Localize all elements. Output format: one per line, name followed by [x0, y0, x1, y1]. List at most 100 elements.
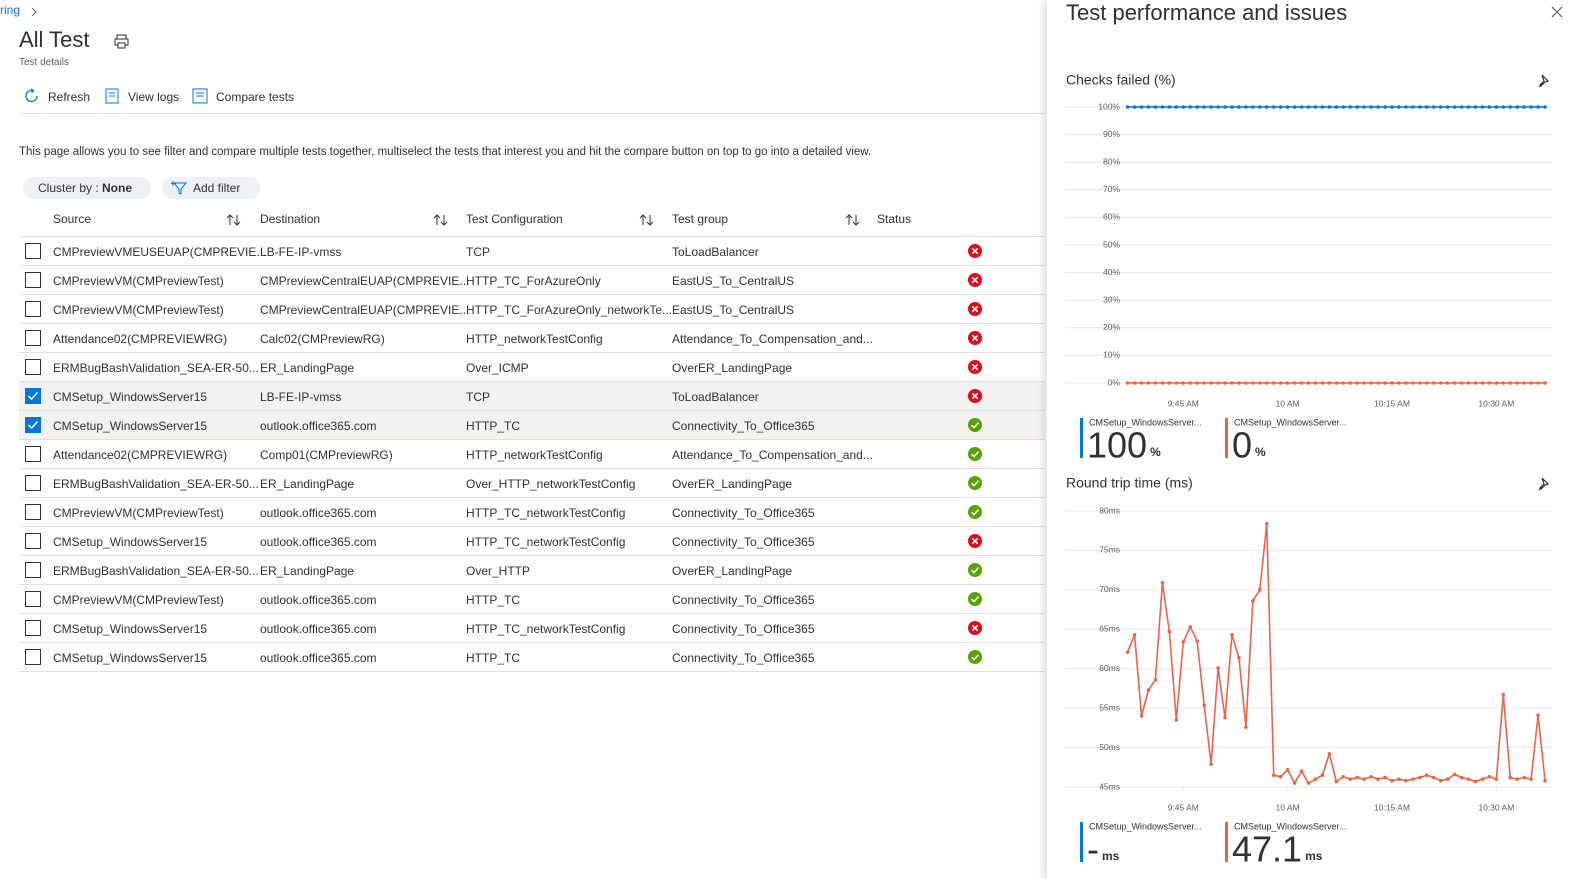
cluster-value[interactable]: None [102, 181, 132, 195]
data-point [1445, 777, 1450, 781]
table-cell: ToLoadBalancer [672, 245, 759, 259]
data-point [1508, 775, 1513, 780]
data-point [1299, 105, 1304, 109]
data-point [1181, 381, 1186, 385]
table-row[interactable] [19, 411, 1045, 440]
data-point [1306, 105, 1311, 109]
data-point [1494, 105, 1499, 109]
column-header[interactable]: Destination [260, 212, 321, 226]
table-row[interactable] [19, 527, 1045, 556]
checkbox[interactable] [25, 533, 41, 554]
data-point [1355, 105, 1359, 109]
data-point [1536, 105, 1540, 109]
checkbox[interactable] [25, 359, 41, 380]
toolbar-button[interactable]: Compare tests [216, 90, 295, 104]
checkbox[interactable] [25, 446, 41, 467]
data-point [1459, 381, 1464, 385]
checkbox[interactable] [25, 504, 41, 525]
column-header[interactable]: Test group [672, 212, 729, 226]
data-point [1529, 381, 1533, 385]
cluster-label[interactable]: Cluster by : [38, 181, 99, 195]
table-row[interactable] [19, 440, 1045, 469]
sort-icon[interactable] [226, 213, 242, 231]
y-tick-label: 60ms [1099, 663, 1120, 673]
table-row[interactable] [19, 324, 1045, 353]
checkbox[interactable] [25, 591, 41, 612]
data-point [1223, 715, 1227, 720]
data-point [1146, 105, 1151, 109]
data-point [1431, 775, 1436, 780]
table-row[interactable] [19, 295, 1045, 324]
data-point [1341, 381, 1346, 385]
sort-icon[interactable] [845, 213, 861, 231]
toolbar-button[interactable]: View logs [128, 90, 180, 104]
checkbox-checked[interactable] [25, 388, 41, 409]
table-cell: OverER_LandingPage [672, 477, 793, 491]
y-tick-label: 10% [1103, 350, 1120, 360]
checkbox[interactable] [25, 272, 41, 293]
data-point [1153, 105, 1158, 109]
checkbox[interactable] [25, 562, 41, 583]
y-tick-label: 20% [1103, 322, 1120, 332]
data-point [1125, 381, 1130, 385]
sort-icon[interactable] [639, 213, 655, 231]
y-tick-label: 45ms [1099, 781, 1120, 791]
checkbox-checked[interactable] [25, 417, 41, 438]
column-header[interactable]: Status [877, 212, 912, 226]
table-row[interactable] [19, 643, 1045, 672]
table-cell: outlook.office365.com [260, 651, 377, 665]
legend-name[interactable]: CMSetup_WindowsServer... [1234, 821, 1347, 831]
print-icon[interactable] [114, 34, 130, 55]
legend-name[interactable]: CMSetup_WindowsServer... [1089, 417, 1202, 427]
checkbox[interactable] [25, 243, 41, 264]
add-filter[interactable]: Add filter [193, 181, 241, 195]
table-row[interactable] [19, 382, 1045, 411]
pin-icon[interactable] [1538, 74, 1550, 88]
data-point [1160, 381, 1165, 385]
legend-name[interactable]: CMSetup_WindowsServer... [1234, 417, 1347, 427]
data-point [1320, 105, 1325, 109]
data-point [1494, 777, 1499, 781]
table-row[interactable] [19, 614, 1045, 643]
checkbox[interactable] [25, 330, 41, 351]
toolbar-icon[interactable] [192, 88, 208, 109]
data-point [1529, 105, 1533, 109]
data-point [1369, 774, 1373, 779]
pin-icon[interactable] [1538, 477, 1550, 491]
legend-name[interactable]: CMSetup_WindowsServer... [1089, 821, 1202, 831]
checkbox[interactable] [25, 620, 41, 641]
table-row[interactable] [19, 585, 1045, 614]
toolbar-button[interactable]: Refresh [48, 90, 91, 104]
checkbox[interactable] [25, 649, 41, 670]
data-point [1237, 655, 1241, 660]
table-cell: OverER_LandingPage [672, 361, 793, 375]
checkbox[interactable] [25, 301, 41, 322]
table-row[interactable] [19, 498, 1045, 527]
sort-icon[interactable] [433, 213, 449, 231]
data-point [1313, 381, 1318, 385]
data-point [1244, 725, 1248, 729]
table-cell: CMSetup_WindowsServer15 [53, 535, 208, 549]
cluster-pill[interactable] [23, 177, 151, 199]
data-point [1244, 105, 1248, 109]
table-row[interactable] [19, 353, 1045, 382]
breadcrumb[interactable]: ring [0, 3, 21, 17]
data-point [1341, 105, 1346, 109]
status-failed [968, 360, 982, 379]
chart-title: Round trip time (ms) [1066, 475, 1193, 491]
filter-icon[interactable] [171, 180, 189, 201]
table-row[interactable] [19, 237, 1045, 266]
table-row[interactable] [19, 469, 1045, 498]
table-row[interactable] [19, 556, 1045, 585]
column-header[interactable]: Source [53, 212, 92, 226]
table-row[interactable] [19, 266, 1045, 295]
table-cell: CMPreviewVM(CMPreviewTest) [53, 506, 224, 520]
column-header[interactable]: Test Configuration [466, 212, 563, 226]
data-point [1473, 105, 1478, 109]
close-button[interactable] [1551, 6, 1563, 18]
toolbar-icon[interactable] [104, 88, 120, 109]
checkbox[interactable] [25, 475, 41, 496]
toolbar-icon[interactable] [24, 88, 40, 109]
y-tick-label: 60% [1103, 212, 1120, 222]
data-point [1271, 773, 1276, 777]
